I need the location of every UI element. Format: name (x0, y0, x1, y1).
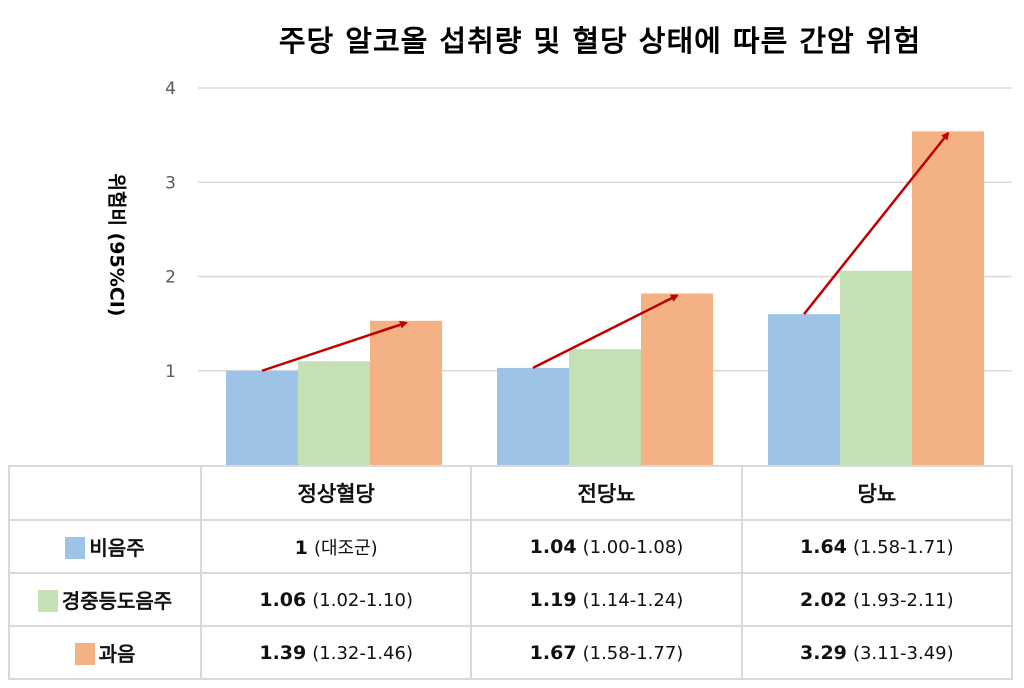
confidence-interval: (1.32-1.46) (312, 642, 413, 664)
hazard-ratio: 1.06 (259, 588, 307, 611)
table-cell: 1.64 (1.58-1.71) (740, 519, 1014, 574)
legend-swatch (74, 643, 95, 665)
table-row: 경중등도음주 1.06 (1.02-1.10) 1.19 (1.14-1.24) 2.… (8, 572, 1014, 627)
table-corner (8, 465, 202, 521)
confidence-interval: (1.58-1.77) (582, 642, 684, 664)
table-row: 과음 1.39 (1.32-1.46) 1.67 (1.58-1.77) 3.29 (… (8, 625, 1014, 680)
y-tick-label: 3 (165, 173, 176, 193)
bar (912, 131, 984, 466)
column-header: 전당뇨 (470, 465, 743, 521)
hazard-ratio: 1.19 (529, 588, 577, 611)
table-cell: 1.04 (1.00-1.08) (470, 519, 743, 574)
row-label-text: 비음주 (89, 536, 145, 560)
chart-title: 주당 알코올 섭취량 및 혈당 상태에 따른 간암 위험 (278, 24, 922, 58)
table-cell: 2.02 (1.93-2.11) (740, 572, 1014, 627)
bar (768, 314, 840, 465)
column-header: 당뇨 (740, 465, 1014, 521)
bar (226, 370, 298, 465)
confidence-interval: (1.14-1.24) (582, 589, 684, 611)
table-cell: 1.67 (1.58-1.77) (470, 625, 743, 680)
confidence-interval: (1.02-1.10) (312, 589, 413, 611)
y-tick-label: 1 (165, 362, 176, 382)
trend-arrow (803, 131, 950, 315)
hazard-ratio: 2.02 (800, 588, 847, 611)
row-label: 과음 (8, 625, 202, 680)
table-cell: 3.29 (3.11-3.49) (740, 625, 1014, 680)
bar (641, 293, 713, 465)
bar (298, 361, 370, 465)
table-cell: 1.19 (1.14-1.24) (470, 572, 743, 627)
row-label: 비음주 (8, 519, 202, 574)
bar (370, 320, 442, 465)
bar (497, 367, 569, 465)
confidence-interval: (1.58-1.71) (852, 536, 954, 558)
data-table: 정상혈당 전당뇨 당뇨 비음주 1 (대조군) 1.04 (1.00-1.08) 1.… (8, 465, 1014, 680)
bar (840, 270, 912, 465)
confidence-interval: (1.93-2.11) (852, 589, 954, 611)
hazard-ratio: 1.67 (529, 641, 577, 664)
hazard-ratio: 1.04 (529, 535, 577, 558)
column-header: 정상혈당 (199, 465, 473, 521)
table-cell: 1.39 (1.32-1.46) (199, 625, 473, 680)
row-label-text: 과음 (98, 642, 136, 666)
legend-swatch (37, 590, 58, 612)
table-row: 비음주 1 (대조군) 1.04 (1.00-1.08) 1.64 (1.58-1.7… (8, 519, 1014, 574)
table-cell: 1 (대조군) (199, 519, 473, 574)
table-cell: 1.06 (1.02-1.10) (199, 572, 473, 627)
confidence-interval: (3.11-3.49) (852, 642, 954, 664)
confidence-interval: (대조군) (313, 537, 378, 559)
row-label: 경중등도음주 (8, 572, 202, 627)
trend-arrow (532, 294, 679, 370)
y-tick-label: 2 (165, 268, 176, 288)
bar (569, 349, 641, 465)
confidence-interval: (1.00-1.08) (582, 536, 684, 558)
hazard-ratio: 1.39 (259, 641, 307, 664)
y-tick-label: 4 (165, 79, 176, 99)
hazard-ratio: 1.64 (800, 535, 847, 558)
hazard-ratio: 3.29 (800, 641, 847, 664)
row-label-text: 경중등도음주 (61, 589, 173, 613)
trend-arrow (261, 320, 408, 372)
hazard-ratio: 1 (294, 536, 308, 559)
legend-swatch (65, 537, 86, 559)
